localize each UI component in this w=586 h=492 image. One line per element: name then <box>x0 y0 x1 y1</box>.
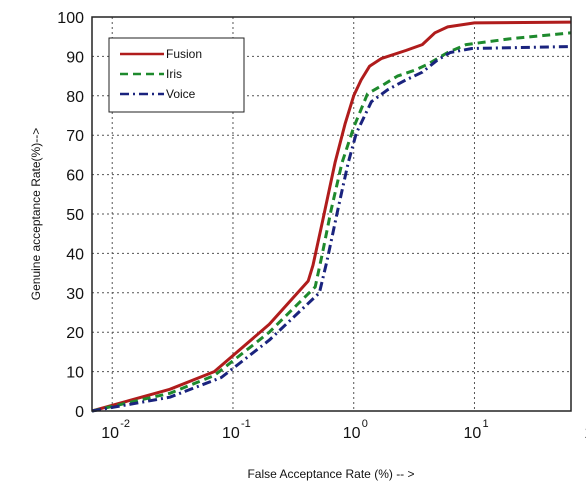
x-tick-exponent: 1 <box>482 418 488 430</box>
y-tick-label: 30 <box>66 286 84 303</box>
y-tick-label: 80 <box>66 89 84 106</box>
legend-label-iris: Iris <box>166 67 182 81</box>
y-axis-label: Genuine acceptance Rate(%)--> <box>29 128 43 300</box>
y-tick-labels: 0 10 20 30 40 50 60 70 80 90 100 <box>57 10 84 421</box>
y-tick-label: 90 <box>66 49 84 66</box>
plot-frame <box>91 16 572 412</box>
y-tick-label: 100 <box>57 10 84 27</box>
x-tick-exponent: -1 <box>241 418 251 430</box>
x-tick-exponent: 0 <box>362 418 368 430</box>
legend: Fusion Iris Voice <box>108 37 245 113</box>
y-tick-label: 40 <box>66 246 84 263</box>
x-tick-exponent: -2 <box>120 418 130 430</box>
x-tick-label: 10 <box>463 425 481 442</box>
legend-label-voice: Voice <box>166 87 196 101</box>
series-line-voice <box>91 45 572 413</box>
y-tick-label: 60 <box>66 168 84 185</box>
x-tick-labels: 10-210-1100101102 <box>101 418 586 442</box>
x-tick-label: 10 <box>222 425 240 442</box>
x-tick-label: 10 <box>101 425 119 442</box>
series-line-fusion <box>91 20 572 413</box>
y-tick-label: 50 <box>66 207 84 224</box>
y-tick-label: 10 <box>66 365 84 382</box>
legend-box <box>108 37 245 113</box>
x-tick-label: 10 <box>584 425 586 442</box>
legend-label-fusion: Fusion <box>166 47 202 61</box>
series-layer <box>91 20 572 413</box>
y-tick-label: 20 <box>66 325 84 342</box>
y-tick-label: 70 <box>66 128 84 145</box>
x-tick-label: 10 <box>343 425 361 442</box>
y-tick-label: 0 <box>75 404 84 421</box>
x-axis-label: False Acceptance Rate (%) -- > <box>247 467 414 481</box>
series-line-iris <box>91 31 572 413</box>
